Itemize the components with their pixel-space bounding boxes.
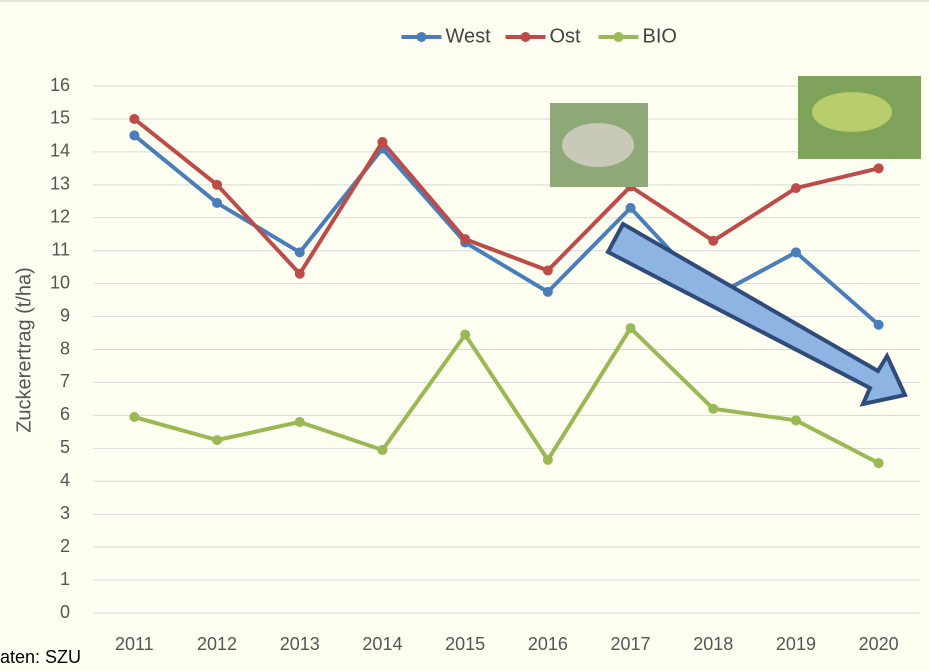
legend-label: West bbox=[446, 25, 492, 47]
legend-swatch bbox=[521, 32, 531, 42]
data-point bbox=[791, 415, 801, 425]
data-point bbox=[874, 320, 884, 330]
legend-swatch bbox=[614, 32, 624, 42]
data-point bbox=[708, 236, 718, 246]
y-tick-label: 0 bbox=[60, 602, 70, 622]
chart: Zuckerertrag (t/ha) aten: SZU 0123456789… bbox=[0, 0, 929, 671]
y-tick-label: 12 bbox=[50, 207, 70, 227]
data-point bbox=[129, 130, 139, 140]
legend-label: Ost bbox=[550, 25, 582, 47]
data-point bbox=[708, 404, 718, 414]
source-note: aten: SZU bbox=[0, 647, 81, 667]
data-point bbox=[543, 455, 553, 465]
x-tick-label: 2020 bbox=[859, 634, 899, 654]
y-tick-label: 16 bbox=[50, 75, 70, 95]
data-point bbox=[377, 445, 387, 455]
y-tick-label: 13 bbox=[50, 174, 70, 194]
x-tick-label: 2019 bbox=[776, 634, 816, 654]
data-point bbox=[543, 287, 553, 297]
data-point bbox=[543, 265, 553, 275]
insect-photo bbox=[812, 92, 892, 132]
data-point bbox=[626, 203, 636, 213]
data-point bbox=[460, 234, 470, 244]
data-point bbox=[212, 435, 222, 445]
y-tick-label: 2 bbox=[60, 536, 70, 556]
y-tick-label: 10 bbox=[50, 272, 70, 292]
data-point bbox=[874, 458, 884, 468]
data-point bbox=[212, 180, 222, 190]
y-tick-label: 11 bbox=[51, 239, 70, 259]
data-point bbox=[791, 247, 801, 257]
data-point bbox=[791, 183, 801, 193]
x-tick-label: 2012 bbox=[197, 634, 237, 654]
data-point bbox=[460, 330, 470, 340]
data-point bbox=[874, 163, 884, 173]
x-tick-label: 2014 bbox=[362, 634, 402, 654]
x-tick-label: 2016 bbox=[528, 634, 568, 654]
insect-photo bbox=[562, 123, 634, 167]
x-tick-label: 2018 bbox=[693, 634, 733, 654]
y-tick-label: 7 bbox=[60, 371, 70, 391]
data-point bbox=[295, 247, 305, 257]
y-tick-label: 1 bbox=[60, 569, 70, 589]
data-point bbox=[212, 198, 222, 208]
data-point bbox=[129, 412, 139, 422]
data-point bbox=[295, 417, 305, 427]
data-point bbox=[377, 137, 387, 147]
y-tick-label: 3 bbox=[60, 503, 70, 523]
y-tick-label: 9 bbox=[60, 305, 70, 325]
y-tick-label: 6 bbox=[60, 404, 70, 424]
y-axis-label: Zuckerertrag (t/ha) bbox=[13, 267, 35, 433]
data-point bbox=[295, 269, 305, 279]
y-tick-label: 8 bbox=[60, 338, 70, 358]
data-point bbox=[626, 323, 636, 333]
x-tick-label: 2011 bbox=[115, 634, 154, 654]
y-tick-label: 5 bbox=[60, 437, 70, 457]
data-point bbox=[129, 114, 139, 124]
x-tick-label: 2017 bbox=[611, 634, 651, 654]
legend-swatch bbox=[417, 32, 427, 42]
y-tick-label: 15 bbox=[50, 108, 70, 128]
legend-label: BIO bbox=[643, 25, 677, 47]
x-tick-label: 2015 bbox=[445, 634, 485, 654]
x-tick-label: 2013 bbox=[280, 634, 320, 654]
y-tick-label: 4 bbox=[60, 470, 70, 490]
y-tick-label: 14 bbox=[50, 141, 70, 161]
